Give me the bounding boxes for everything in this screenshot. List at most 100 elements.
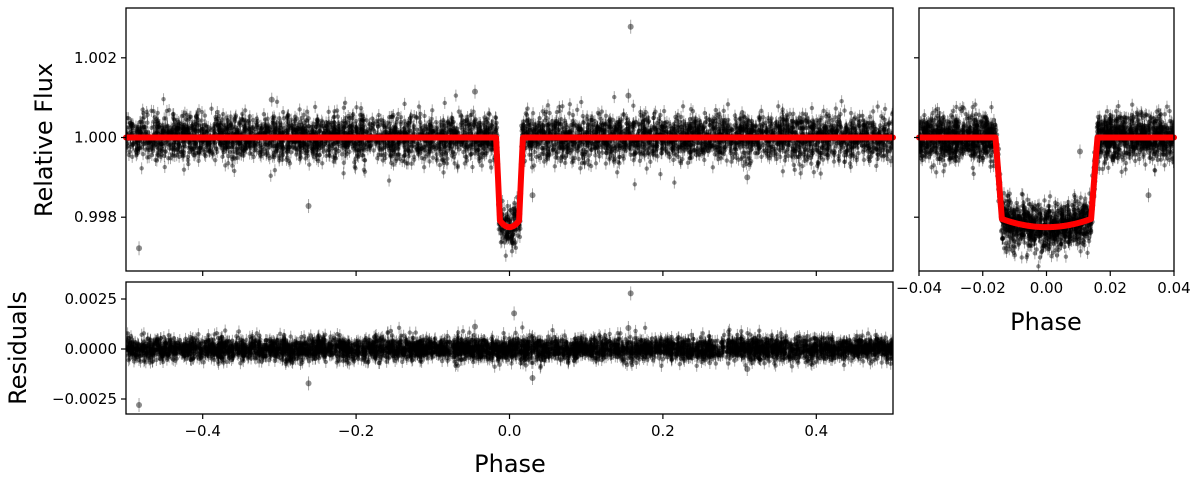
light-curve-point bbox=[221, 124, 227, 129]
light-curve-point bbox=[565, 143, 570, 149]
light-curve-point bbox=[225, 127, 230, 132]
light-curve-point bbox=[443, 130, 448, 136]
light-curve-point bbox=[612, 128, 618, 134]
light-curve-point bbox=[651, 125, 657, 131]
light-curve-point bbox=[362, 169, 368, 174]
light-curve-point bbox=[306, 123, 311, 129]
light-curve-point bbox=[209, 106, 214, 111]
light-curve-point bbox=[696, 126, 701, 131]
light-curve-point bbox=[140, 125, 146, 130]
light-curve-point bbox=[695, 140, 700, 146]
light-curve-point bbox=[314, 152, 319, 158]
light-curve-point bbox=[593, 146, 598, 151]
light-curve-point bbox=[526, 139, 531, 144]
light-curve-point bbox=[289, 123, 294, 128]
light-curve-point bbox=[645, 128, 650, 134]
light-curve-point bbox=[402, 101, 407, 107]
light-curve-point bbox=[529, 156, 534, 162]
light-curve-point bbox=[816, 118, 822, 123]
light-curve-point bbox=[815, 125, 820, 130]
light-curve-point bbox=[301, 140, 306, 145]
light-curve-point bbox=[409, 161, 414, 166]
light-curve-point bbox=[678, 114, 684, 120]
light-curve-point bbox=[172, 140, 177, 145]
light-curve-point bbox=[267, 156, 272, 161]
light-curve-point bbox=[530, 111, 536, 116]
light-curve-point bbox=[738, 145, 743, 150]
light-curve-point bbox=[572, 140, 577, 145]
light-curve-point bbox=[775, 139, 780, 145]
light-curve-point bbox=[287, 144, 292, 150]
light-curve-point bbox=[760, 130, 765, 135]
light-curve-point bbox=[849, 118, 854, 124]
light-curve-point bbox=[866, 157, 871, 162]
light-curve-point bbox=[831, 123, 837, 129]
light-curve-point bbox=[444, 148, 450, 154]
light-curve-point bbox=[251, 143, 256, 149]
light-curve-point bbox=[651, 124, 657, 129]
light-curve-point bbox=[493, 115, 498, 120]
light-curve-point bbox=[645, 150, 651, 156]
light-curve-point bbox=[683, 125, 688, 131]
light-curve-point bbox=[297, 141, 302, 146]
light-curve-point bbox=[681, 119, 687, 124]
light-curve-point bbox=[275, 142, 280, 147]
light-curve-point bbox=[229, 128, 234, 133]
light-curve-point bbox=[216, 124, 221, 130]
light-curve-point bbox=[428, 140, 433, 146]
light-curve-point bbox=[784, 117, 790, 123]
light-curve-point bbox=[292, 117, 298, 123]
light-curve-point bbox=[341, 160, 347, 165]
light-curve-point bbox=[740, 119, 746, 124]
light-curve-point bbox=[570, 122, 575, 127]
light-curve-point bbox=[680, 156, 685, 162]
light-curve-point bbox=[644, 117, 649, 122]
light-curve-point bbox=[547, 131, 552, 136]
light-curve-point bbox=[164, 108, 170, 114]
light-curve-point bbox=[300, 141, 306, 146]
light-curve-point bbox=[688, 107, 694, 112]
light-curve-point bbox=[741, 126, 747, 131]
light-curve-point bbox=[357, 127, 363, 132]
light-curve-point bbox=[718, 143, 723, 148]
light-curve-point bbox=[856, 140, 861, 145]
light-curve-point bbox=[258, 154, 264, 159]
light-curve-point bbox=[266, 153, 271, 158]
light-curve-point bbox=[484, 131, 490, 136]
light-curve-point bbox=[654, 127, 659, 132]
light-curve-point bbox=[217, 128, 223, 133]
light-curve-point bbox=[693, 127, 698, 132]
light-curve-point bbox=[653, 109, 658, 114]
light-curve-point bbox=[672, 180, 677, 185]
light-curve-point bbox=[747, 127, 753, 132]
light-curve-point bbox=[558, 158, 563, 164]
light-curve-point bbox=[603, 161, 609, 166]
light-curve-point bbox=[560, 130, 566, 135]
light-curve-point bbox=[153, 157, 158, 163]
light-curve-point bbox=[366, 127, 371, 132]
light-curve-point bbox=[667, 130, 673, 136]
light-curve-point bbox=[801, 124, 807, 129]
light-curve-point bbox=[885, 149, 890, 154]
light-curve-point bbox=[259, 145, 265, 150]
light-curve-point bbox=[837, 122, 843, 127]
light-curve-point bbox=[653, 144, 658, 149]
light-curve-point bbox=[361, 167, 367, 173]
light-curve-point bbox=[263, 129, 268, 134]
light-curve-point bbox=[567, 128, 573, 134]
light-curve-point bbox=[844, 141, 850, 146]
light-curve-point bbox=[156, 124, 162, 129]
light-curve-point bbox=[386, 178, 392, 183]
light-curve-point bbox=[274, 149, 279, 154]
light-curve-point bbox=[126, 125, 132, 130]
light-curve-point bbox=[294, 152, 299, 157]
light-curve-point bbox=[241, 153, 246, 158]
light-curve-point bbox=[455, 145, 460, 150]
light-curve-point bbox=[227, 150, 233, 155]
light-curve-point bbox=[450, 116, 455, 121]
light-curve-point bbox=[230, 142, 236, 147]
light-curve-point bbox=[431, 131, 436, 136]
light-curve-point bbox=[189, 147, 194, 152]
light-curve-point bbox=[804, 125, 809, 131]
light-curve-point bbox=[415, 147, 421, 153]
